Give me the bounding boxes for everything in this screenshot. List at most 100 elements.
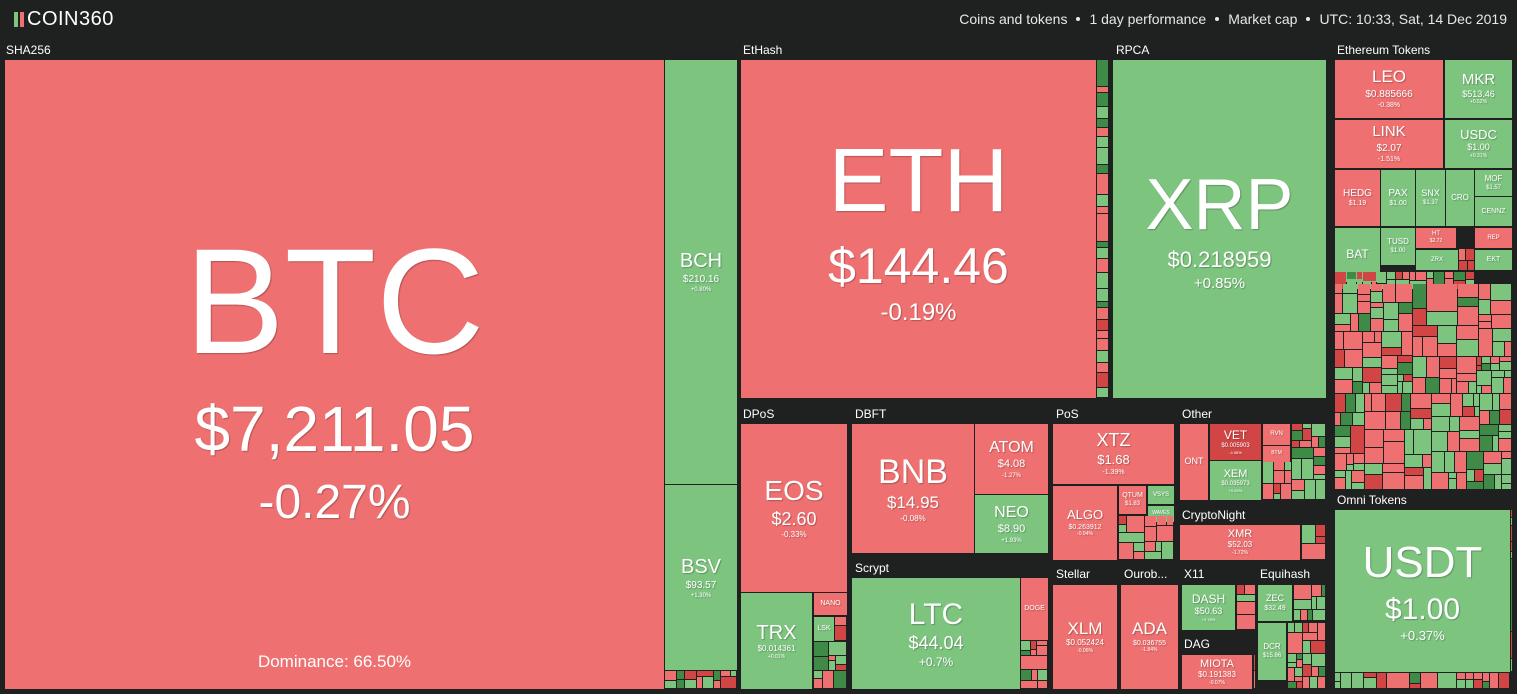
filter[interactable]: Coins and tokens xyxy=(959,11,1068,27)
logo[interactable]: COIN360 xyxy=(14,8,114,31)
filter[interactable]: 1 day performance xyxy=(1089,11,1207,27)
small-tile xyxy=(1398,375,1403,381)
coin-tile[interactable]: VSYS xyxy=(1148,486,1174,504)
coin-tile[interactable]: BTC $7,211.05 -0.27% xyxy=(5,60,664,689)
small-tile xyxy=(1466,272,1474,279)
small-tile xyxy=(1356,394,1364,412)
coin-symbol: QTUM xyxy=(1122,492,1143,500)
small-tile xyxy=(1402,332,1412,355)
coin-tile[interactable]: REP xyxy=(1475,228,1512,248)
small-tile xyxy=(1440,369,1456,378)
small-tile xyxy=(1384,430,1404,441)
coin-tile[interactable]: MIOTA $0.191383 -0.07% xyxy=(1182,655,1252,689)
small-tile xyxy=(1285,462,1291,470)
small-tile xyxy=(1457,673,1465,679)
small-tile xyxy=(1314,457,1325,465)
small-tile xyxy=(714,671,720,680)
header: COIN360 Coins and tokens 1 day performanc… xyxy=(0,0,1517,38)
coin-tile[interactable]: DCR $15.86 xyxy=(1258,623,1286,680)
small-tile xyxy=(1312,585,1321,596)
coin-symbol: PAX xyxy=(1388,188,1408,200)
coin-tile[interactable]: NEO $8.90 +1.93% xyxy=(975,495,1048,553)
coin-tile[interactable]: HT $2.72 xyxy=(1416,228,1456,248)
small-tile xyxy=(1021,670,1031,680)
small-tile xyxy=(1365,412,1385,429)
coin-tile[interactable]: EOS $2.60 -0.33% xyxy=(741,424,847,592)
coin-tile[interactable]: LSK xyxy=(814,617,834,641)
coin-tile[interactable]: LINK $2.07 -1.51% xyxy=(1335,120,1443,168)
small-tile xyxy=(697,677,702,688)
small-tile xyxy=(1294,610,1300,620)
coin-tile[interactable]: USDC $1.00 +0.31% xyxy=(1445,120,1512,168)
coin-change: +0.62% xyxy=(1228,487,1243,493)
coin-tile[interactable]: BNB $14.95 -0.08% xyxy=(852,424,974,553)
coin-tile[interactable]: ATOM $4.08 -1.27% xyxy=(975,424,1048,494)
coin-tile[interactable]: XLM $0.052424 -0.06% xyxy=(1053,585,1117,689)
coin-price: $0.035973 xyxy=(1221,481,1250,488)
small-tile xyxy=(1413,378,1425,393)
small-tile xyxy=(1157,526,1173,541)
small-tile xyxy=(1335,673,1340,681)
coin-tile[interactable]: VET $0.005903 -4.06% xyxy=(1210,424,1261,460)
small-tile xyxy=(1352,471,1364,482)
coin-tile[interactable]: MOF $1.57 xyxy=(1475,170,1512,196)
small-tile xyxy=(1401,412,1410,429)
coin-tile[interactable]: ZEC $32.49 xyxy=(1258,585,1292,621)
small-tile xyxy=(1495,475,1501,489)
coin-tile[interactable]: ETH $144.46 -0.19% xyxy=(741,60,1096,398)
coin-tile[interactable]: LTC $44.04 +0.7% xyxy=(852,578,1020,689)
coin-tile[interactable]: BCH $210.16 +0.80% xyxy=(665,60,737,484)
coin-tile[interactable]: EKT xyxy=(1475,250,1512,270)
coin-tile[interactable]: ADA $0.036755 -1.84% xyxy=(1121,585,1178,689)
coin-price: $2.72 xyxy=(1429,238,1443,245)
coin-tile[interactable]: TRX $0.014361 +0.01% xyxy=(741,593,812,689)
coin-tile[interactable]: QTUM $1.83 xyxy=(1119,486,1146,514)
coin-price: $1.00 xyxy=(1390,248,1406,255)
filter[interactable]: Market cap xyxy=(1228,11,1298,27)
small-tile xyxy=(1491,301,1511,314)
coin-tile[interactable]: LEO $0.885666 -0.38% xyxy=(1335,60,1443,118)
filter[interactable]: UTC: 10:33, Sat, 14 Dec 2019 xyxy=(1319,11,1507,27)
coin-price: $1.37 xyxy=(1422,200,1438,207)
coin-symbol: BTC xyxy=(184,217,485,386)
coin-tile[interactable]: SNX $1.37 xyxy=(1416,170,1445,226)
small-tile xyxy=(1450,417,1459,431)
small-tile xyxy=(1097,331,1108,338)
small-tile xyxy=(1426,378,1439,393)
coin-tile[interactable]: MKR $513.46 +0.52% xyxy=(1445,60,1512,118)
coin-tile[interactable]: CENNZ xyxy=(1475,197,1512,226)
small-tile xyxy=(1466,249,1474,260)
coin-tile[interactable]: BSV $93.57 +1.30% xyxy=(665,485,737,670)
small-tile xyxy=(1119,516,1126,524)
coin-tile[interactable]: RVN xyxy=(1263,424,1290,445)
coin-tile[interactable]: XRP $0.218959 +0.85% xyxy=(1113,60,1326,398)
coin-tile[interactable]: NANO xyxy=(814,593,847,615)
coin-tile[interactable]: TUSD $1.00 xyxy=(1381,228,1415,265)
coin-change: +0.37% xyxy=(1400,627,1445,643)
coin-tile[interactable]: DASH $50.63 +0.78% xyxy=(1182,585,1235,630)
coin-tile[interactable]: ALGO $0.263912 -0.94% xyxy=(1053,486,1117,560)
coin-tile[interactable]: XEM $0.035973 +0.62% xyxy=(1210,461,1261,500)
coin-tile[interactable]: XTZ $1.68 -1.39% xyxy=(1053,424,1174,484)
coin-tile[interactable]: CRO xyxy=(1446,170,1474,226)
small-tile xyxy=(1475,407,1479,416)
coin-tile[interactable]: DOGE xyxy=(1021,578,1048,640)
small-tile xyxy=(1305,480,1315,499)
coin-tile[interactable]: BTM xyxy=(1263,446,1290,462)
coin-price: $50.63 xyxy=(1194,605,1223,616)
coin-tile[interactable]: USDT $1.00 +0.37% xyxy=(1335,510,1510,672)
small-tile xyxy=(1097,214,1108,241)
small-tile xyxy=(1484,475,1494,489)
small-tile xyxy=(1502,452,1511,458)
small-tile xyxy=(1511,510,1512,517)
small-tile xyxy=(1466,680,1473,688)
small-tile xyxy=(1335,471,1345,477)
coin-tile[interactable]: HEDG $1.19 xyxy=(1335,170,1380,226)
coin-tile[interactable]: XMR $52.03 -1.72% xyxy=(1180,525,1300,560)
small-tile xyxy=(1363,358,1381,367)
coin-tile[interactable]: PAX $1.00 xyxy=(1381,170,1415,226)
coin-tile[interactable]: ZRX xyxy=(1416,250,1458,270)
coin-change: +1.30% xyxy=(690,592,712,599)
coin-tile[interactable]: ONT xyxy=(1180,424,1208,500)
